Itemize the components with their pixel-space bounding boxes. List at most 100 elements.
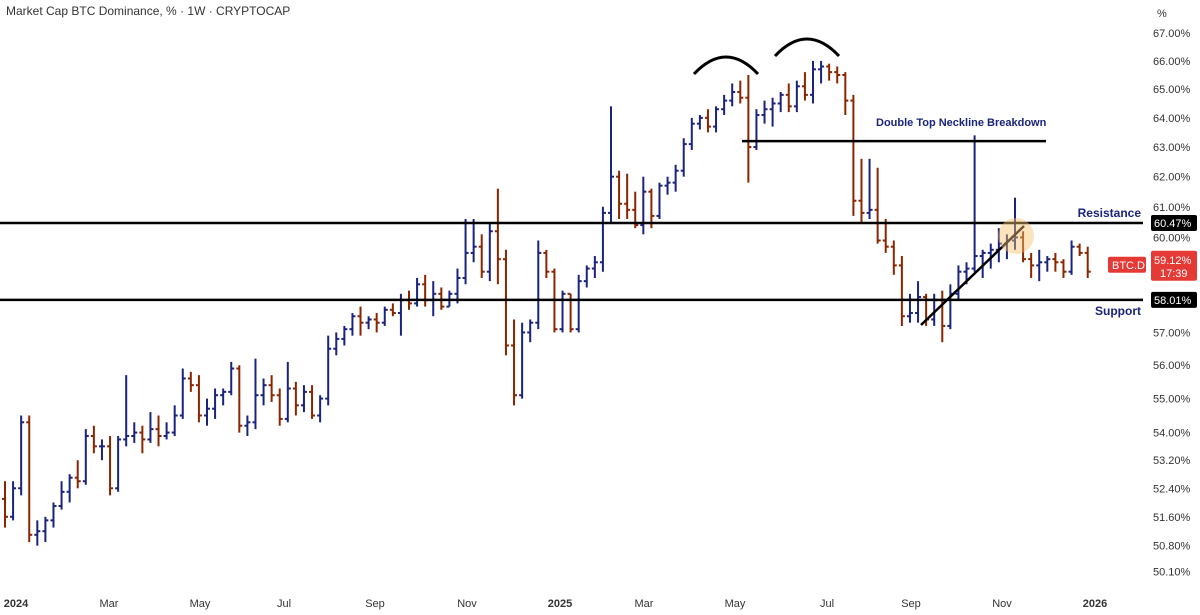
ohlc-bar xyxy=(511,319,518,406)
ohlc-bar xyxy=(527,319,534,343)
ohlc-bar xyxy=(18,415,25,496)
ohlc-bar xyxy=(915,281,922,323)
x-tick-label: May xyxy=(190,598,211,610)
ohlc-bar xyxy=(737,80,744,104)
ohlc-bar xyxy=(220,388,227,406)
y-unit-label: % xyxy=(1157,8,1167,20)
ohlc-bar xyxy=(317,395,324,423)
ohlc-bar xyxy=(34,520,41,546)
ohlc-bar xyxy=(696,114,703,130)
ohlc-bar xyxy=(82,429,89,485)
ohlc-bar xyxy=(90,425,97,454)
double-top-arc-left[interactable] xyxy=(692,55,760,76)
ohlc-bar xyxy=(575,274,582,333)
ohlc-bar xyxy=(98,439,105,461)
ohlc-bar xyxy=(123,375,130,447)
x-tick-label: Mar xyxy=(635,598,654,610)
x-tick-label: Sep xyxy=(365,598,385,610)
ohlc-bar xyxy=(1060,259,1067,278)
ohlc-bar xyxy=(777,92,784,113)
ohlc-bar xyxy=(373,313,380,333)
current-price-badge: BTC.D 59.12%17:39 xyxy=(1108,250,1197,281)
ohlc-bar xyxy=(325,335,332,406)
ohlc-bar xyxy=(955,265,962,301)
ohlc-bar xyxy=(228,361,235,396)
ohlc-bar xyxy=(535,240,542,330)
ohlc-bar xyxy=(502,249,509,356)
double-top-arc-right[interactable] xyxy=(773,37,841,58)
x-tick-label: May xyxy=(725,598,746,610)
bar-countdown-label: 17:39 xyxy=(1160,268,1188,280)
ohlc-bar xyxy=(785,83,792,113)
svg-text:58.01%: 58.01% xyxy=(1154,295,1192,307)
ohlc-bar xyxy=(761,100,768,124)
resistance-label: Resistance xyxy=(1078,206,1142,220)
ohlc-bar xyxy=(204,398,210,426)
y-tick-label: 50.10% xyxy=(1153,566,1191,578)
ohlc-bar xyxy=(1028,252,1035,278)
y-tick-label: 62.00% xyxy=(1153,172,1191,184)
ohlc-bar xyxy=(810,60,816,104)
ohlc-bar xyxy=(454,268,461,304)
ohlc-bar xyxy=(1020,231,1027,263)
ohlc-bar xyxy=(519,322,526,399)
support-price-badge: 58.01% xyxy=(1151,291,1197,308)
ohlc-bar xyxy=(115,436,122,492)
ascending-trendline[interactable] xyxy=(920,225,1025,326)
ohlc-bar xyxy=(834,66,841,84)
ohlc-bar xyxy=(486,222,493,282)
ohlc-bar xyxy=(882,218,889,253)
ohlc-bar xyxy=(309,385,316,419)
ohlc-bar xyxy=(74,460,81,489)
y-tick-label: 57.00% xyxy=(1153,327,1191,339)
drawings-layer xyxy=(692,37,1034,326)
ohlc-bar xyxy=(713,106,720,133)
ohlc-bar xyxy=(357,306,364,336)
ohlc-bar xyxy=(163,422,170,440)
y-tick-label: 61.00% xyxy=(1153,202,1191,214)
ohlc-bar xyxy=(341,325,348,346)
ohlc-bar xyxy=(616,170,623,219)
ohlc-bar xyxy=(866,158,873,219)
ohlc-bar xyxy=(300,385,307,413)
ohlc-bar xyxy=(1036,249,1043,282)
y-tick-label: 67.00% xyxy=(1153,28,1191,40)
ohlc-bar xyxy=(478,234,485,278)
ohlc-bar xyxy=(244,415,251,437)
ohlc-bar xyxy=(656,182,663,219)
x-tick-label: Sep xyxy=(901,598,921,610)
x-axis: 2024 Mar May Jul Sep Nov 2025 Mar May Jul Sep Nov 20… xyxy=(4,598,1107,610)
ohlc-bar xyxy=(333,332,340,356)
breakdown-highlight-marker xyxy=(998,218,1034,254)
ohlc-bar xyxy=(252,358,259,430)
ohlc-bar xyxy=(664,176,671,195)
y-tick-label: 56.00% xyxy=(1153,360,1191,372)
ohlc-bar xyxy=(858,158,865,223)
ohlc-bar xyxy=(50,502,57,528)
ohlc-bar xyxy=(745,74,752,183)
y-tick-label: 55.00% xyxy=(1153,394,1191,406)
ohlc-bar xyxy=(42,516,49,543)
x-tick-label: Nov xyxy=(457,598,477,610)
ohlc-bar xyxy=(147,412,154,443)
ohlc-bar xyxy=(1084,246,1091,278)
ohlc-bar xyxy=(543,249,550,278)
current-value-label: 59.12% xyxy=(1154,255,1192,267)
y-tick-label: 64.00% xyxy=(1153,113,1191,125)
x-tick-label: Mar xyxy=(100,598,119,610)
ohlc-bar xyxy=(260,378,267,406)
current-symbol-label: BTC.D xyxy=(1112,260,1145,272)
ohlc-bar xyxy=(1076,243,1083,257)
ohlc-bar xyxy=(494,188,501,285)
ohlc-bar xyxy=(890,240,897,275)
y-tick-label: 51.60% xyxy=(1153,512,1191,524)
ohlc-bar xyxy=(721,94,728,115)
ohlc-bar xyxy=(591,256,598,278)
ohlc-bar xyxy=(640,176,647,235)
y-tick-label: 54.00% xyxy=(1153,428,1191,440)
chart-title: Market Cap BTC Dominance, % · 1W · CRYPT… xyxy=(6,4,291,18)
y-tick-label: 53.20% xyxy=(1153,455,1191,467)
ohlc-bar xyxy=(58,481,65,510)
ohlc-bar xyxy=(365,316,372,330)
